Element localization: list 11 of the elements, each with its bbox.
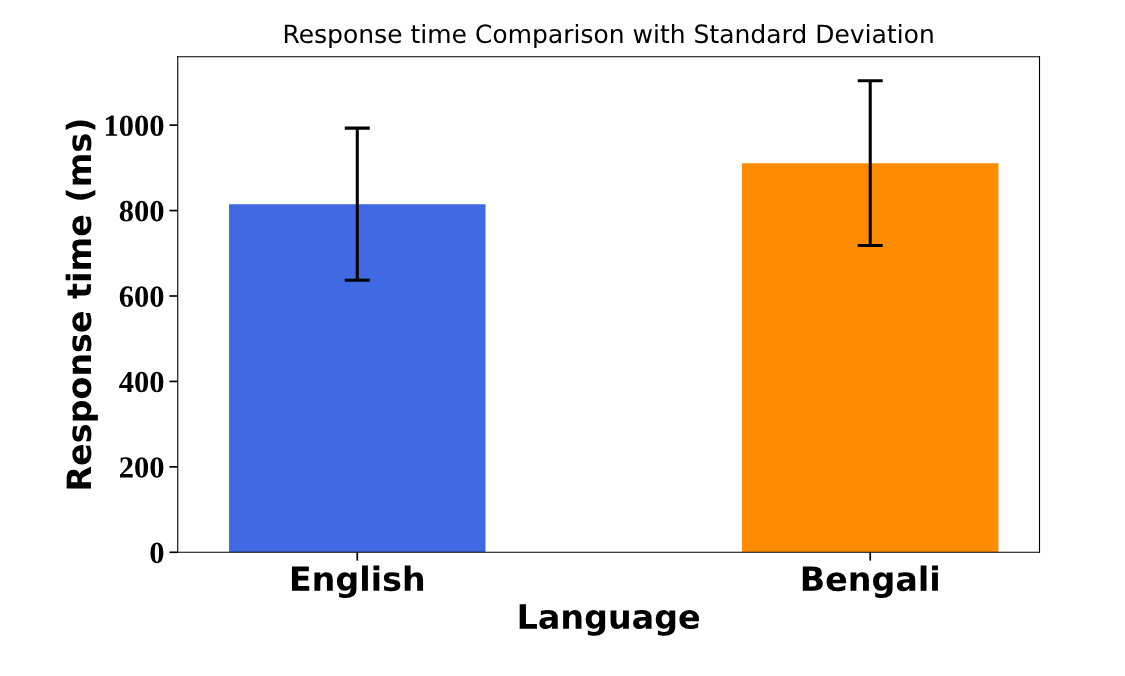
x-tick-label: English (291, 565, 424, 599)
y-tick-label: 400 (119, 371, 164, 393)
y-tick-label: 1000 (105, 115, 164, 137)
x-tick-label: Bengali (802, 565, 938, 599)
y-tick-label: 800 (119, 200, 164, 222)
y-tick-label: 600 (119, 286, 164, 307)
y-axis-title: Response time (ms) (65, 120, 98, 489)
y-tick-label: 0 (150, 542, 164, 564)
y-tick-label: 200 (120, 457, 164, 478)
x-axis-title: Language (519, 604, 700, 636)
chart-title: Response time Comparison with Standard Deviation (284, 23, 933, 49)
